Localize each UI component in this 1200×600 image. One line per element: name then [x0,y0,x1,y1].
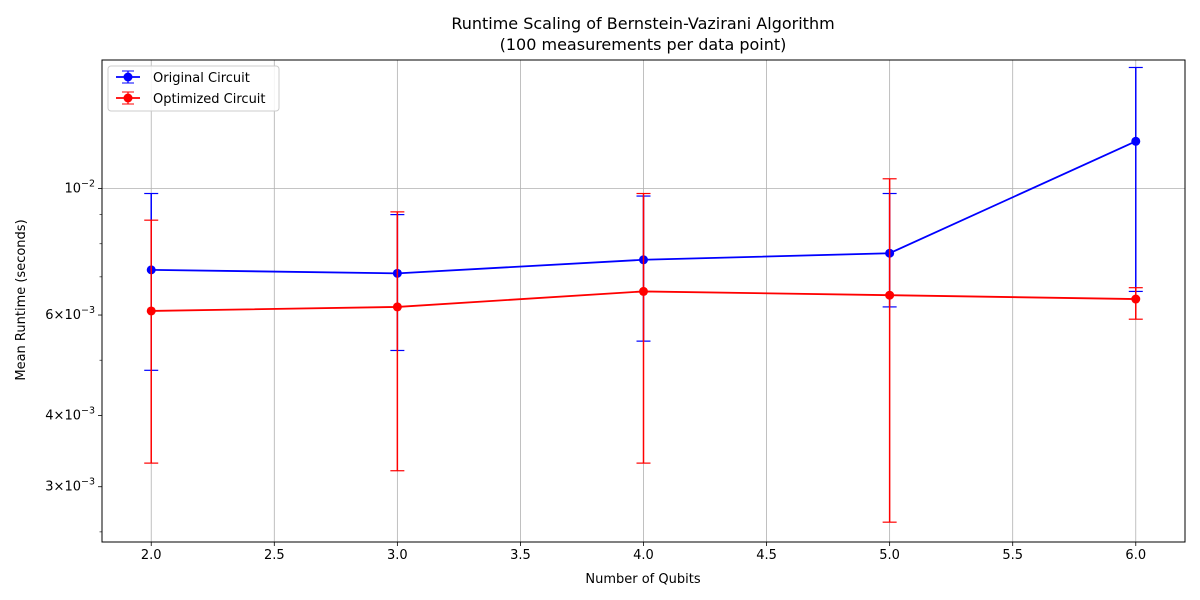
x-tick-label: 2.0 [141,548,162,563]
y-tick-base: 10 [64,308,81,323]
x-tick-label: 2.5 [264,548,285,563]
plot-frame [101,59,1186,543]
legend-marker [123,72,133,82]
x-tick-label: 5.5 [1002,548,1023,563]
y-tick-base: 10 [64,480,81,495]
y-tick-times: × [54,480,65,495]
y-tick-times: × [54,308,65,323]
x-tick-label: 4.5 [756,548,777,563]
y-tick-times: × [54,408,65,423]
legend-marker [123,93,133,103]
x-tick-label: 3.5 [510,548,531,563]
legend-entry-2: Optimized Circuit [116,91,266,107]
data-point [392,302,402,312]
x-axis-label: Number of Qubits [585,572,700,587]
legend-box [107,65,280,112]
x-tick-label: 6.0 [1125,548,1146,563]
y-tick-base: 10 [64,182,81,197]
y-tick-exponent: −3 [81,405,95,416]
y-tick-exponent: −2 [81,179,95,190]
y-tick-base: 10 [64,408,81,423]
data-point [146,306,156,316]
y-tick-label: 10−2 [64,179,95,197]
data-point [1131,294,1141,304]
x-tick-label: 5.0 [879,548,900,563]
legend-label: Optimized Circuit [153,92,266,107]
y-axis-ticks: 10−26×10−34×10−33×10−3 [45,179,102,533]
y-tick-mantissa: 3 [45,480,53,495]
data-point [639,286,648,296]
data-point [885,290,895,300]
legend-entry-1: Original Circuit [116,70,250,86]
y-tick-exponent: −3 [81,477,95,488]
legend-label: Original Circuit [153,71,250,86]
y-tick-exponent: −3 [81,305,95,316]
legend: Original Circuit Optimized Circuit [107,65,280,112]
y-axis-label: Mean Runtime (seconds) [14,219,29,380]
y-tick-mantissa: 4 [45,408,53,423]
chart-subtitle: (100 measurements per data point) [500,35,787,54]
x-axis-ticks: 2.0 2.5 3.0 3.5 4.0 4.5 5.0 5.5 6.0 [141,542,1146,563]
series-2 [144,178,1143,523]
x-tick-label: 3.0 [387,548,408,563]
y-tick-label: 4×10−3 [45,405,95,423]
series-group [144,66,1143,523]
x-tick-label: 4.0 [633,548,654,563]
y-tick-label: 6×10−3 [45,305,95,323]
data-point [1131,136,1141,146]
y-tick-mantissa: 6 [45,308,53,323]
y-tick-label: 3×10−3 [45,477,95,495]
chart-title: Runtime Scaling of Bernstein-Vazirani Al… [451,14,834,33]
